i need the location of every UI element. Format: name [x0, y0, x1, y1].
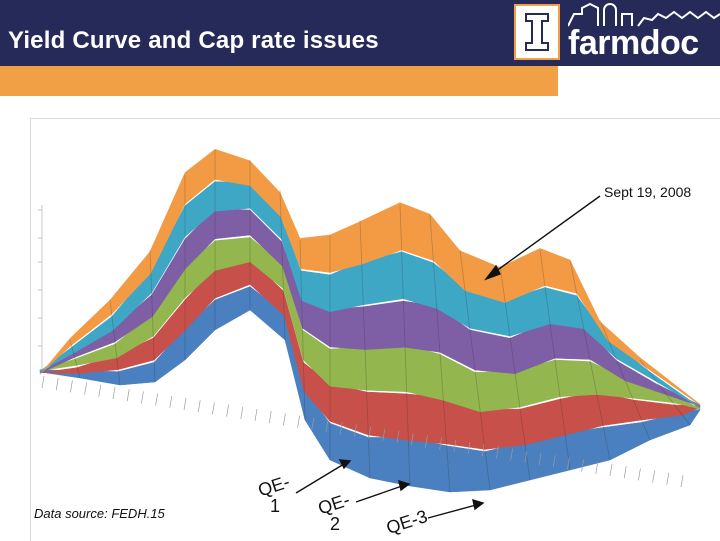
date-tick	[55, 378, 59, 391]
qe2-label-bottom: 2	[330, 514, 341, 534]
date-tick	[425, 435, 428, 448]
qe1-arrow-head	[338, 459, 352, 470]
sept-arrow-head	[483, 264, 501, 281]
date-tick	[197, 400, 201, 413]
date-tick	[325, 419, 329, 433]
date-tick	[609, 463, 613, 477]
qe3-arrow-head	[472, 498, 485, 511]
date-tick	[524, 450, 528, 463]
date-tick	[623, 466, 627, 479]
date-tick	[112, 386, 116, 400]
surface-ridge	[459, 249, 491, 491]
date-tick	[680, 474, 684, 488]
surface-ridge	[499, 264, 531, 481]
date-tick	[268, 411, 272, 424]
date-tick	[311, 417, 315, 430]
date-tick	[297, 415, 300, 428]
university-block-i-icon	[514, 4, 560, 60]
surface-ridges	[69, 150, 691, 493]
sept-arrow	[491, 195, 601, 275]
date-tick	[439, 437, 442, 450]
date-tick	[510, 448, 513, 461]
date-tick	[226, 404, 229, 417]
farmdoc-wordmark: farmdoc	[568, 24, 699, 62]
date-tick	[212, 402, 215, 415]
date-tick	[141, 391, 144, 404]
surface-band-3	[39, 237, 701, 413]
z-axis	[38, 205, 43, 370]
date-tick	[382, 428, 386, 441]
date-tick	[666, 472, 670, 485]
surface-ridge	[639, 359, 691, 426]
date-axis-ticks	[41, 375, 684, 488]
header-accent-bar	[0, 66, 558, 96]
surface-ridge	[299, 239, 306, 421]
surface-ridge	[599, 319, 651, 441]
slide-title: Yield Curve and Cap rate issues	[8, 27, 379, 54]
date-tick	[567, 457, 570, 470]
date-tick	[410, 433, 414, 446]
farm-buildings-icon	[568, 2, 720, 27]
qe3-arrow	[427, 504, 477, 519]
date-tick	[169, 395, 173, 408]
surface-ridge	[399, 204, 411, 487]
date-tick	[552, 455, 556, 468]
surface-ridge	[359, 219, 371, 479]
date-tick	[183, 397, 187, 411]
surface-ridge	[539, 249, 571, 471]
chart-frame	[30, 118, 720, 541]
date-tick	[581, 459, 584, 472]
sept-19-2008-label: Sept 19, 2008	[604, 184, 692, 200]
date-tick	[155, 393, 158, 406]
tagline-line-2: of the Internet	[596, 79, 684, 94]
date-tick	[595, 461, 599, 474]
date-tick	[98, 384, 102, 397]
date-tick	[240, 406, 244, 419]
date-tick	[70, 380, 73, 393]
qe2-arrow	[355, 485, 403, 503]
date-tick	[339, 422, 343, 435]
date-tick	[496, 446, 499, 459]
qe1-label-bottom: 1	[270, 496, 281, 516]
date-tick	[368, 426, 371, 439]
date-tick	[481, 444, 485, 457]
qe1-arrow	[295, 463, 345, 494]
surface-ridge	[429, 214, 451, 493]
surface-ridge	[69, 339, 81, 379]
date-tick	[453, 439, 457, 452]
date-tick	[84, 382, 87, 395]
data-source-note: Data source: FEDH.15	[34, 506, 165, 521]
surface-band-6	[39, 148, 701, 406]
date-tick	[354, 424, 357, 437]
annotation-arrows	[295, 195, 601, 519]
surface-ridge	[279, 189, 286, 341]
surface-bands	[39, 148, 701, 493]
date-tick	[254, 408, 258, 422]
date-tick	[538, 452, 542, 466]
date-tick	[396, 430, 400, 444]
date-tick	[41, 375, 45, 389]
date-tick	[126, 389, 130, 402]
qe2-arrow-head	[398, 479, 411, 492]
farmdoc-tagline: Harness the Power of the Internet	[560, 64, 720, 94]
tagline-line-1: Harness the Power	[581, 64, 699, 79]
surface-ridge	[149, 249, 156, 383]
date-tick	[652, 470, 655, 483]
date-tick	[638, 468, 641, 481]
date-tick	[283, 413, 286, 426]
header-bar	[0, 0, 720, 66]
surface-ridge	[569, 259, 611, 461]
date-tick	[467, 441, 471, 455]
surface-ridge	[109, 299, 121, 386]
